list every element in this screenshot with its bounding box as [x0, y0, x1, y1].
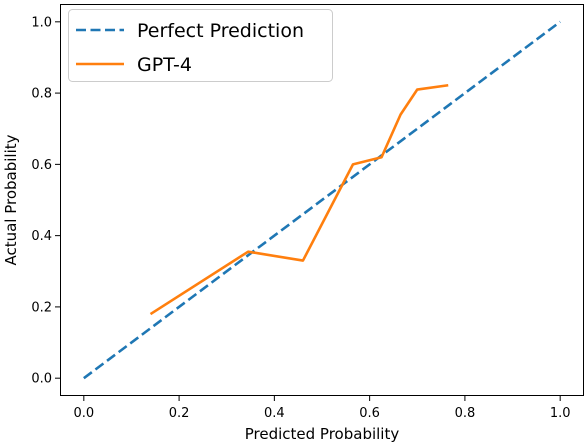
x-axis-ticks: 0.0 0.2 0.4 0.6 0.8 1.0 — [73, 396, 571, 421]
y-tick-label: 0.8 — [31, 87, 52, 102]
x-axis-label: Predicted Probability — [245, 425, 400, 443]
series-line-gpt-4 — [149, 83, 449, 316]
y-tick-label: 0.0 — [31, 372, 52, 387]
x-tick-label: 0.0 — [73, 406, 94, 421]
x-tick-label: 0.4 — [264, 406, 285, 421]
y-tick-label: 0.2 — [31, 300, 52, 315]
y-tick-label: 0.6 — [31, 158, 52, 173]
x-tick-label: 0.8 — [455, 406, 476, 421]
series-layer — [83, 20, 561, 380]
x-tick-label: 1.0 — [550, 406, 571, 421]
y-tick-label: 0.4 — [31, 229, 52, 244]
legend: Perfect Prediction GPT-4 — [68, 9, 333, 82]
x-tick-label: 0.2 — [169, 406, 190, 421]
x-tick-label: 0.6 — [359, 406, 380, 421]
legend-box — [68, 9, 333, 82]
legend-label: GPT-4 — [137, 54, 192, 76]
series-line-perfect-prediction — [83, 20, 561, 380]
y-tick-label: 1.0 — [31, 15, 52, 30]
plot-frame — [60, 4, 584, 396]
y-axis-ticks: 0.0 0.2 0.4 0.6 0.8 1.0 — [31, 15, 60, 387]
legend-label: Perfect Prediction — [137, 20, 304, 42]
y-axis-label: Actual Probability — [2, 134, 20, 265]
